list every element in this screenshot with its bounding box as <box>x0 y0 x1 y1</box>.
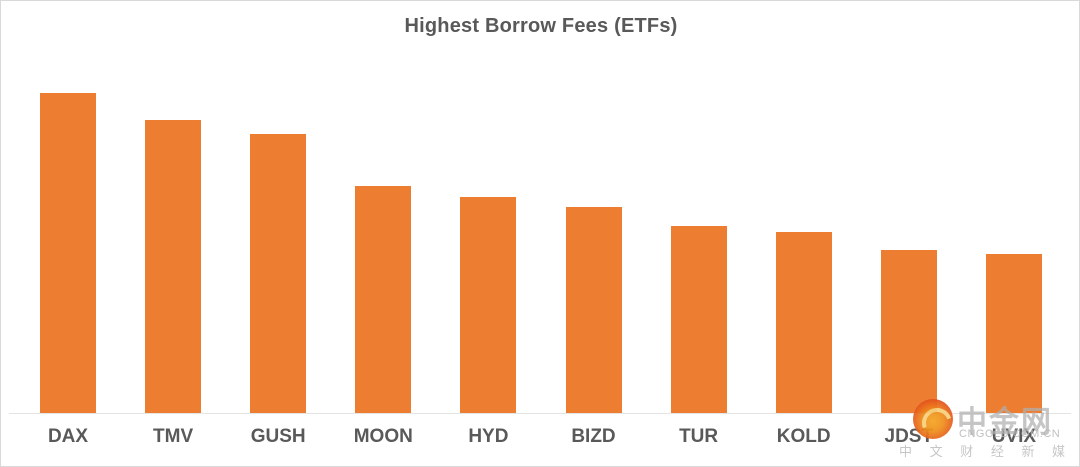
bar-tur[interactable] <box>670 61 727 414</box>
x-axis-line <box>9 413 1071 414</box>
bar-rect[interactable] <box>355 186 412 414</box>
chart-title: Highest Borrow Fees (ETFs) <box>404 15 678 37</box>
bar-rect[interactable] <box>145 120 202 414</box>
bar-moon[interactable] <box>355 61 412 414</box>
bar-rect[interactable] <box>985 254 1042 414</box>
tick-label-tmv: TMV <box>153 426 194 447</box>
bar-rect[interactable] <box>775 232 832 414</box>
tick-label-bizd: BIZD <box>571 426 616 447</box>
bar-dax[interactable] <box>40 61 96 414</box>
tick-label-tur: TUR <box>679 426 719 447</box>
bar-uvix[interactable] <box>985 61 1042 414</box>
bar-hyd[interactable] <box>460 61 517 414</box>
bar-gush[interactable] <box>250 61 307 414</box>
tick-label-uvix: UVIX <box>991 426 1037 447</box>
tick-label-dax: DAX <box>47 426 89 447</box>
bar-tmv[interactable] <box>145 61 202 414</box>
bar-kold[interactable] <box>775 61 832 414</box>
tick-label-gush: GUSH <box>250 426 306 447</box>
plot-area <box>1 61 1079 414</box>
bar-rect[interactable] <box>880 250 937 414</box>
bar-rect[interactable] <box>460 197 517 414</box>
bar-rect[interactable] <box>670 226 727 414</box>
tick-label-jdst: JDST <box>884 426 934 447</box>
bar-jdst[interactable] <box>880 61 937 414</box>
tick-label-hyd: HYD <box>468 426 509 447</box>
tick-label-kold: KOLD <box>776 426 831 447</box>
bar-rect[interactable] <box>40 93 96 414</box>
x-axis-tick-labels: DAX TMV GUSH MOON HYD BIZD TUR KOLD JDST UVIX <box>1 426 1079 458</box>
bar-rect[interactable] <box>565 207 622 414</box>
bar-rect[interactable] <box>250 134 307 414</box>
tick-label-moon: MOON <box>353 426 413 447</box>
bar-bizd[interactable] <box>565 61 622 414</box>
